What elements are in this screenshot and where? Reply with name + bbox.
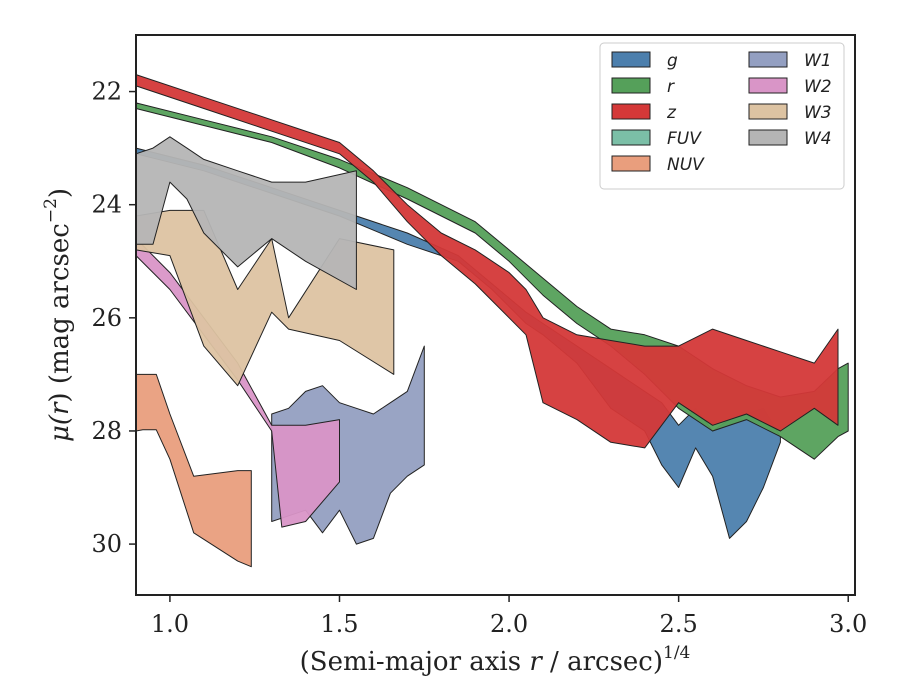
series-band-w3 [135, 209, 395, 387]
legend-swatch-g [611, 51, 651, 68]
legend-swatch-r [611, 77, 651, 94]
series-band-nuv [135, 373, 252, 568]
y-tick-label: 28 [91, 417, 122, 445]
legend-swatch-w3 [748, 103, 788, 120]
x-tick-label: 2.5 [660, 610, 698, 638]
legend-swatch-w1 [748, 51, 788, 68]
legend-swatch-w4 [748, 129, 788, 146]
ticks-layer: 1.0 1.5 2.0 2.5 3.0 22 24 26 28 30 [91, 78, 867, 638]
y-tick-label: 22 [91, 78, 122, 106]
x-tick-label: 3.0 [829, 610, 867, 638]
series-layer [135, 74, 849, 568]
x-tick-label: 1.5 [320, 610, 358, 638]
legend-label-g: g [667, 51, 678, 71]
plot-frame [135, 34, 856, 596]
y-tick-label: 30 [91, 530, 122, 558]
legend-label-w1: W1 [804, 51, 832, 71]
legend-label-w4: W4 [804, 129, 832, 149]
legend-label-fuv: FUV [667, 129, 702, 149]
y-tick-label: 26 [91, 304, 122, 332]
legend-swatch-fuv [611, 129, 651, 146]
series-band-w4 [135, 136, 357, 290]
x-tick-label: 1.0 [151, 610, 189, 638]
legend-label-nuv: NUV [667, 155, 705, 175]
legend-label-w3: W3 [804, 103, 832, 123]
legend-label-r: r [667, 77, 675, 97]
y-tick-label: 24 [91, 191, 122, 219]
y-axis-label: μ(r) (mag arcsec−2) [41, 188, 75, 442]
legend-swatch-z [611, 103, 651, 120]
legend-swatch-nuv [611, 155, 651, 172]
x-axis-label: (Semi-major axis r / arcsec)1/4 [300, 643, 691, 677]
legend: grz FUV NUV W1 W2 W3 W4 [599, 42, 845, 190]
x-tick-label: 2.0 [490, 610, 528, 638]
legend-label-w2: W2 [804, 77, 832, 97]
legend-swatch-w2 [748, 77, 788, 94]
legend-label-z: z [666, 103, 677, 123]
series-band-z [135, 74, 839, 449]
